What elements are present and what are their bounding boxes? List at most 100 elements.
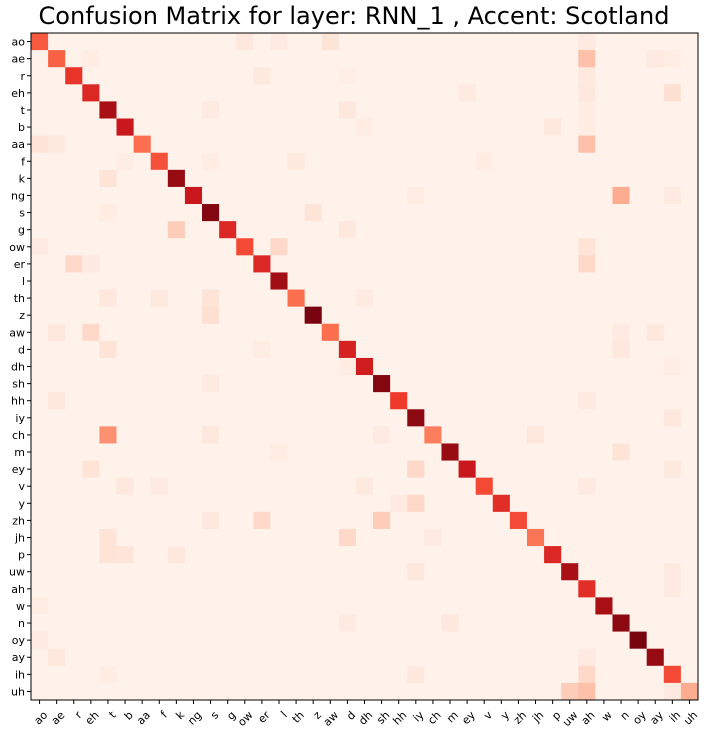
heatmap-cell-ch-r — [65, 426, 83, 444]
heatmap-cell-hh-w — [595, 392, 613, 410]
heatmap-cell-ae-k — [167, 50, 186, 68]
heatmap-cell-d-eh — [82, 340, 100, 359]
heatmap-cell-oy-jh — [526, 631, 545, 650]
y-tick-label: uh — [11, 685, 25, 698]
heatmap-cell-d-m — [441, 340, 459, 359]
heatmap-cell-k-aa — [133, 169, 152, 188]
heatmap-cell-ng-ey — [458, 186, 477, 205]
heatmap-cell-zh-p — [544, 511, 562, 530]
heatmap-cell-uh-ch — [424, 682, 442, 701]
heatmap-cell-uw-uw — [561, 563, 579, 581]
heatmap-cell-ah-ao — [31, 580, 49, 598]
heatmap-cell-oy-b — [116, 631, 135, 650]
heatmap-cell-s-ih — [663, 204, 682, 222]
heatmap-cell-y-f — [150, 494, 169, 513]
heatmap-cell-p-t — [99, 546, 117, 564]
x-tick-label: dh — [356, 709, 375, 728]
heatmap-cell-v-v — [475, 477, 494, 496]
heatmap-cell-k-ay — [646, 169, 665, 188]
heatmap-cell-s-z — [304, 204, 323, 222]
heatmap-cell-er-iy — [407, 255, 425, 273]
x-tick-label: ch — [425, 709, 443, 727]
heatmap-cell-ng-ng — [184, 186, 203, 205]
heatmap-cell-g-ow — [236, 221, 254, 239]
heatmap-cell-ay-v — [475, 648, 494, 667]
heatmap-cell-s-er — [253, 204, 271, 222]
heatmap-cell-b-l — [270, 118, 288, 137]
heatmap-cell-g-iy — [407, 221, 425, 239]
heatmap-cell-y-n — [612, 494, 630, 513]
x-tick-label: ay — [647, 708, 666, 727]
heatmap-cell-iy-v — [475, 409, 494, 427]
heatmap-cell-z-ay — [646, 306, 665, 325]
heatmap-cell-er-s — [202, 255, 220, 273]
heatmap-cell-er-th — [287, 255, 306, 273]
heatmap-cell-ah-aw — [321, 580, 340, 598]
heatmap-cell-f-ao — [31, 152, 49, 171]
heatmap-cell-eh-er — [253, 84, 271, 102]
heatmap-cell-aa-ah — [578, 135, 596, 154]
heatmap-cell-r-eh — [82, 67, 100, 85]
heatmap-cell-ao-z — [304, 33, 323, 51]
x-tick-label: ih — [667, 709, 683, 725]
heatmap-cell-zh-ae — [48, 511, 66, 530]
heatmap-cell-aa-ae — [48, 135, 66, 154]
heatmap-cell-jh-ch — [424, 528, 442, 547]
heatmap-cell-ng-m — [441, 186, 459, 205]
heatmap-cell-b-d — [338, 118, 357, 137]
heatmap-cell-ao-hh — [390, 33, 408, 51]
heatmap-cell-s-iy — [407, 204, 425, 222]
heatmap-cell-p-uh — [680, 546, 699, 564]
heatmap-cell-oy-er — [253, 631, 271, 650]
heatmap-cell-ah-er — [253, 580, 271, 598]
heatmap-cell-z-ng — [184, 306, 203, 325]
x-tick-label: aa — [134, 709, 153, 728]
heatmap-cell-dh-w — [595, 357, 613, 376]
heatmap-cell-uw-jh — [526, 563, 545, 581]
heatmap-cell-ih-n — [612, 665, 630, 684]
heatmap-cell-ah-b — [116, 580, 135, 598]
heatmap-cell-f-k — [167, 152, 186, 171]
heatmap-cell-z-g — [219, 306, 237, 325]
heatmap-cell-ay-ng — [184, 648, 203, 667]
heatmap-cell-th-p — [544, 289, 562, 308]
heatmap-cell-jh-k — [167, 528, 186, 547]
heatmap-cell-w-r — [65, 597, 83, 615]
heatmap-cell-dh-ey — [458, 357, 477, 376]
heatmap-cell-ah-p — [544, 580, 562, 598]
heatmap-cell-aw-jh — [526, 323, 545, 342]
heatmap-cell-er-k — [167, 255, 186, 273]
heatmap-cell-p-y — [492, 546, 511, 564]
heatmap-cell-th-ao — [31, 289, 49, 308]
heatmap-cell-n-th — [287, 614, 306, 632]
heatmap-cell-t-uh — [680, 101, 699, 119]
heatmap-cell-n-k — [167, 614, 186, 632]
heatmap-cell-ao-dh — [355, 33, 374, 51]
heatmap-cell-k-ae — [48, 169, 66, 188]
heatmap-cell-g-eh — [82, 221, 100, 239]
heatmap-cell-z-n — [612, 306, 630, 325]
heatmap-cell-y-z — [304, 494, 323, 513]
heatmap-cell-ay-r — [65, 648, 83, 667]
heatmap-cell-w-aa — [133, 597, 152, 615]
heatmap-cell-th-hh — [390, 289, 408, 308]
x-tick-label: ng — [185, 709, 204, 728]
heatmap-cell-ng-ay — [646, 186, 665, 205]
heatmap-cell-r-z — [304, 67, 323, 85]
heatmap-cell-ow-dh — [355, 238, 374, 256]
heatmap-cell-th-iy — [407, 289, 425, 308]
heatmap-cell-f-ow — [236, 152, 254, 171]
heatmap-cell-v-iy — [407, 477, 425, 496]
heatmap-cell-uw-ay — [646, 563, 665, 581]
heatmap-cell-n-jh — [526, 614, 545, 632]
heatmap-cell-uh-z — [304, 682, 323, 701]
heatmap-cell-uh-aa — [133, 682, 152, 701]
heatmap-cell-ao-uh — [680, 33, 699, 51]
heatmap-cell-ih-d — [338, 665, 357, 684]
heatmap-cell-er-v — [475, 255, 494, 273]
heatmap-cell-ow-ng — [184, 238, 203, 256]
heatmap-cell-zh-ow — [236, 511, 254, 530]
heatmap-cell-k-jh — [526, 169, 545, 188]
heatmap-cell-aa-aw — [321, 135, 340, 154]
heatmap-cell-ch-uw — [561, 426, 579, 444]
